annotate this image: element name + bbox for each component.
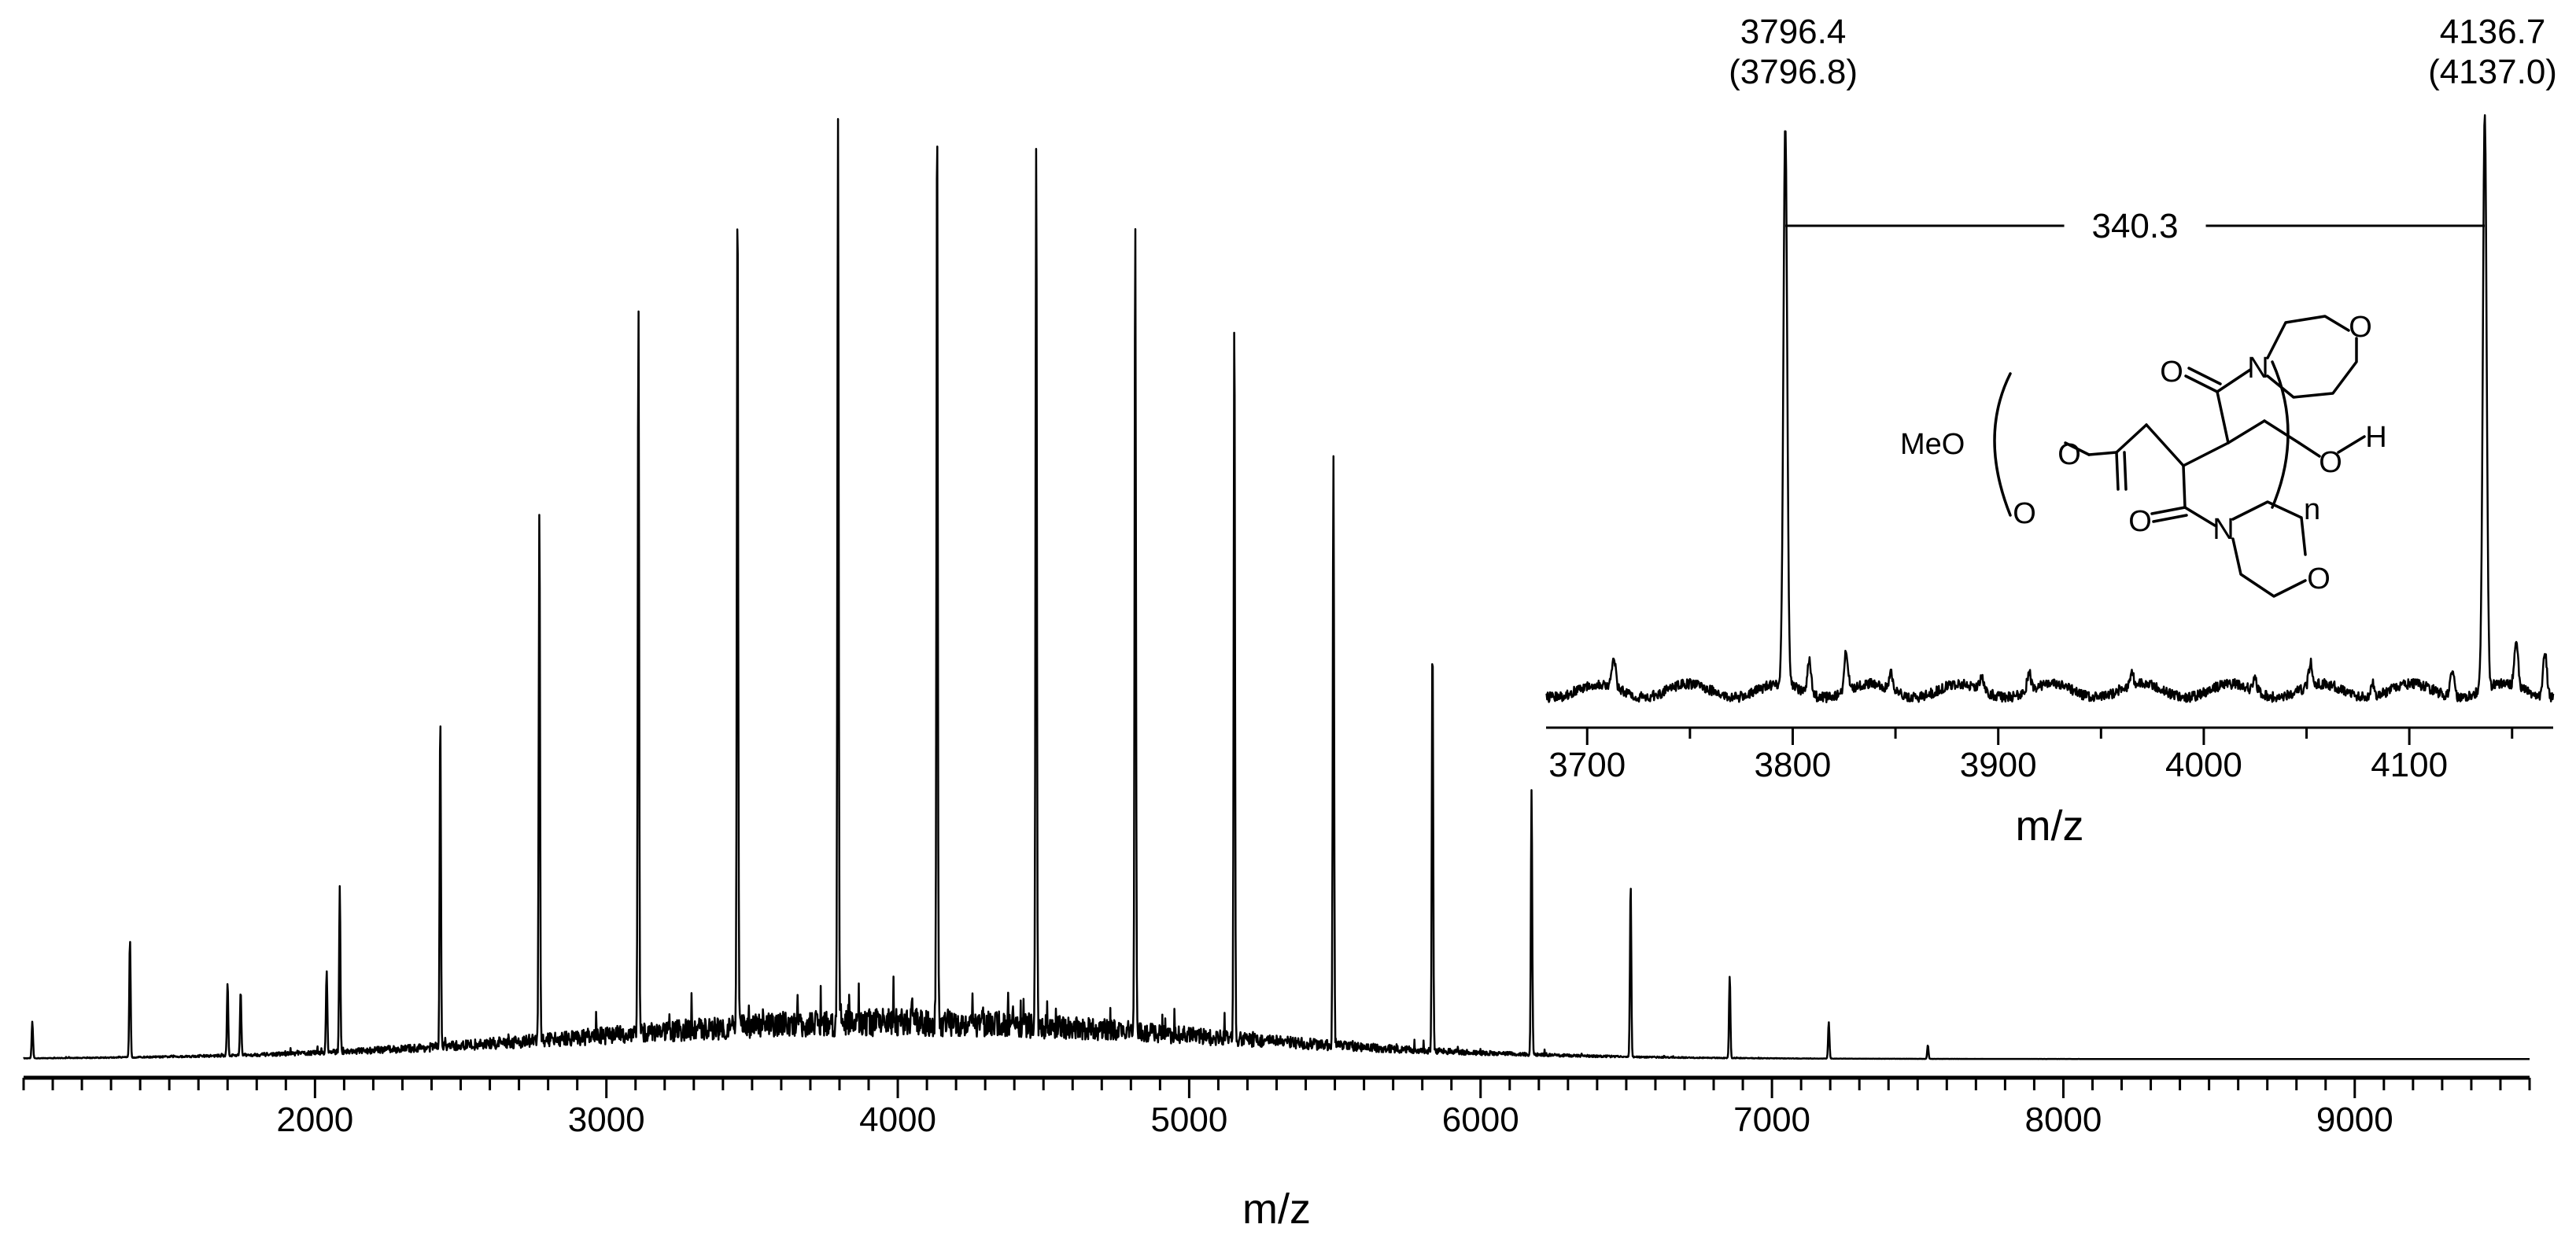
inset-spectrum-panel: 3700 3800 3900 4000 4100 m/z 3796.4(3796.8) 4… — [1545, 13, 2557, 850]
structure-label-top-ring-o: O — [2349, 311, 2372, 344]
inset-x-ticks: 3700 3800 3900 4000 4100 — [1548, 728, 2514, 784]
structure-label-ester-carbonyl-o: O — [2013, 497, 2036, 530]
x-tick-label: 4100 — [2371, 746, 2448, 784]
inset-spectrum-trace — [1545, 114, 2555, 703]
x-tick-label: 6000 — [1442, 1101, 1519, 1139]
peak-mass-label: 4136.7 — [2440, 13, 2546, 51]
inset-peak-annotations: 3796.4(3796.8) 4136.7(4137.0) — [1729, 13, 2557, 91]
structure-label-ester-o: O — [2057, 438, 2081, 471]
x-tick-label: 2000 — [276, 1101, 353, 1139]
x-tick-label: 3700 — [1548, 746, 1626, 784]
peak-theoretical-mass-label: (3796.8) — [1729, 53, 1858, 91]
structure-label-end-o: O — [2319, 446, 2342, 479]
x-tick-label: 4000 — [859, 1101, 936, 1139]
structure-label-bottom-carbonyl-o: O — [2128, 505, 2152, 538]
structure-left-bracket — [1993, 372, 2012, 517]
peak-theoretical-mass-label: (4137.0) — [2428, 53, 2557, 91]
main-spectrum-trace — [23, 117, 2530, 1060]
peak-spacing-annotation: 340.3 — [1785, 207, 2486, 245]
structure-label-meo: MeO — [1900, 428, 1965, 461]
structure-label-bottom-n: N — [2212, 513, 2234, 546]
x-tick-label: 3000 — [568, 1101, 645, 1139]
x-tick-label: 8000 — [2024, 1101, 2102, 1139]
peak-mass-label: 3796.4 — [1740, 13, 1847, 51]
structure-label-end-h: H — [2365, 421, 2386, 454]
x-tick-label: 4000 — [2165, 746, 2242, 784]
main-spectrum-panel: 2000 3000 4000 5000 6000 7000 8000 9000 m/z — [22, 117, 2531, 1233]
main-x-ticks: 2000 3000 4000 5000 6000 7000 8000 9000 — [22, 1078, 2531, 1139]
x-tick-label: 9000 — [2316, 1101, 2393, 1139]
structure-label-top-carbonyl-o: O — [2160, 356, 2183, 389]
x-tick-label: 3800 — [1755, 746, 1832, 784]
structure-label-subscript-n: n — [2304, 493, 2320, 526]
structure-label-bottom-ring-o: O — [2307, 562, 2331, 596]
spacing-label: 340.3 — [2091, 207, 2178, 245]
x-tick-label: 3900 — [1960, 746, 2037, 784]
repeat-unit-structure: MeO O O O N O O H O N O n — [1900, 311, 2387, 598]
main-x-axis-title: m/z — [1242, 1185, 1311, 1233]
structure-right-bracket — [2271, 360, 2290, 509]
inset-x-axis-title: m/z — [2016, 802, 2084, 850]
structure-label-top-n: N — [2247, 352, 2268, 385]
x-tick-label: 7000 — [1733, 1101, 1810, 1139]
x-tick-label: 5000 — [1150, 1101, 1227, 1139]
